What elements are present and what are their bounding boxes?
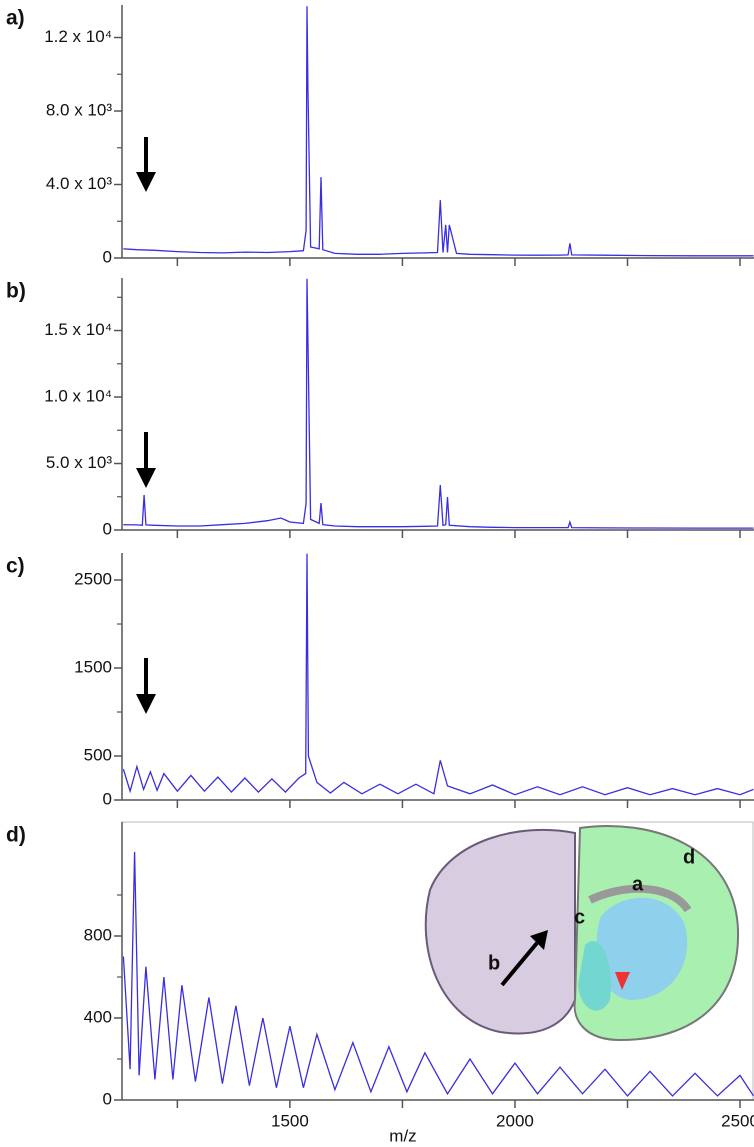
y-tick-label: 800 <box>84 925 112 944</box>
x-axis-label: m/z <box>389 1126 416 1145</box>
x-tick-label: 2500 <box>721 1111 754 1130</box>
panel-label: d) <box>6 824 26 847</box>
inset-arrow <box>500 941 539 987</box>
left-hemisphere <box>424 828 576 1035</box>
series <box>122 553 754 796</box>
region <box>578 941 611 1011</box>
y-tick-label: 1.2 x 10⁴ <box>44 27 112 46</box>
y-tick-label: 1.5 x 10⁴ <box>44 320 112 339</box>
y-tick-label: 500 <box>84 745 112 764</box>
y-tick-label: 0 <box>103 789 112 808</box>
arrows <box>136 137 156 714</box>
annotation: d <box>683 846 695 868</box>
spectrum-line <box>123 6 754 257</box>
spectrum-line <box>122 553 754 796</box>
plots: a) 0 4.0 x 10³ 8.0 x 10³ 1.2 x 10⁴ b) 0 5.0 x 1… <box>6 5 754 1145</box>
series <box>122 851 754 1097</box>
panel-label: c) <box>6 555 25 578</box>
y-tick-label: 5.0 x 10³ <box>46 453 112 472</box>
series <box>123 278 754 529</box>
y-tick-label: 4.0 x 10³ <box>46 174 112 193</box>
arrow-head <box>136 172 156 192</box>
y-tick-label: 1500 <box>74 657 112 676</box>
brain-inset <box>424 825 740 1042</box>
panel-label: a) <box>6 7 25 30</box>
series <box>123 6 754 257</box>
region <box>615 972 630 990</box>
panel-label: b) <box>6 280 26 303</box>
annotation: c <box>574 906 585 928</box>
arrow-head <box>136 694 156 714</box>
inset-arrow-head <box>530 930 548 950</box>
spectrum-line <box>122 851 754 1097</box>
region <box>588 884 692 913</box>
spectrum-line <box>123 278 754 529</box>
y-tick-label: 0 <box>103 247 112 266</box>
x-tick-label: 1500 <box>271 1111 309 1130</box>
y-tick-label: 2500 <box>74 569 112 588</box>
y-tick-label: 8.0 x 10³ <box>46 100 112 119</box>
y-tick-label: 400 <box>84 1007 112 1026</box>
y-tick-label: 1.0 x 10⁴ <box>44 387 112 406</box>
x-tick-label: 2000 <box>496 1111 534 1130</box>
y-tick-label: 0 <box>103 1089 112 1108</box>
annotation: b <box>488 952 500 974</box>
y-tick-label: 0 <box>103 519 112 538</box>
arrow-head <box>136 468 156 488</box>
annotation: a <box>632 873 644 895</box>
